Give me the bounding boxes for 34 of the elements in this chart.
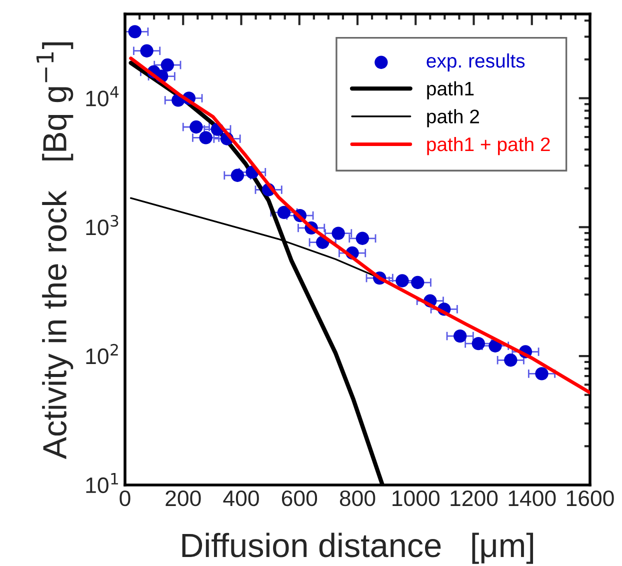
y-tick-label: 10$^{2}$ [86, 344, 118, 364]
x-tick-label: 600 [282, 490, 318, 506]
point [396, 274, 409, 288]
point [332, 226, 345, 240]
point [535, 367, 548, 380]
y-tick-label: 10$^{1}$ [86, 473, 118, 494]
point [472, 336, 485, 350]
x-tick-label: 1600 [566, 490, 614, 506]
legend-label: path1 + path 2 [427, 136, 550, 156]
x-tick-label: 1000 [392, 490, 440, 506]
point [504, 354, 518, 367]
legend-label: exp. results [426, 53, 525, 72]
y-tick-label: 10$^{3}$ [86, 214, 118, 236]
point [411, 276, 424, 290]
x-tick-label: 800 [340, 490, 376, 506]
legend-label: path 2 [427, 109, 479, 128]
point [160, 58, 174, 72]
y-tick-label: 10$^{4}$ [86, 86, 119, 106]
point [230, 168, 244, 182]
x-tick-label: 1200 [450, 490, 498, 506]
x-tick-label: 0 [120, 490, 130, 506]
x-tick-label: 1400 [508, 490, 556, 506]
x-axis-title: Diffusion distance [μm] [182, 532, 534, 564]
point [199, 131, 212, 144]
x-tick-label: 400 [223, 490, 259, 506]
point [454, 329, 467, 343]
x-tick-label: 200 [166, 490, 201, 506]
point [190, 120, 203, 134]
point [356, 232, 370, 245]
y-axis-title: Activity in the rock [Bq g$^{−1}$] [36, 42, 74, 460]
point [140, 44, 154, 58]
point [128, 25, 142, 38]
legend-label: path1 [427, 81, 474, 100]
point [277, 206, 291, 220]
